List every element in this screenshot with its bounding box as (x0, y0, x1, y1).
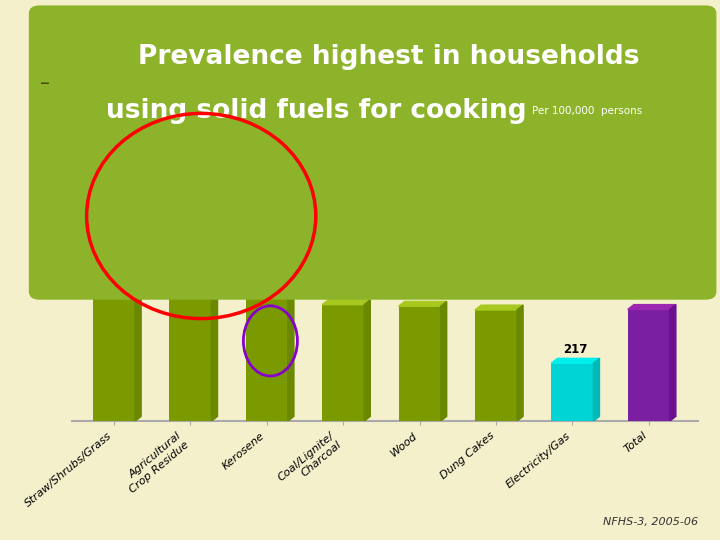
Text: –: – (40, 74, 50, 93)
Text: 560: 560 (258, 251, 282, 264)
Polygon shape (246, 267, 294, 272)
Text: 416: 416 (487, 289, 511, 302)
Polygon shape (441, 301, 446, 421)
Polygon shape (593, 359, 600, 421)
Text: using solid fuels for cooking: using solid fuels for cooking (107, 98, 527, 124)
Text: 418: 418 (639, 289, 664, 302)
Polygon shape (93, 169, 141, 174)
Bar (93, 174, 135, 421)
Bar (552, 363, 593, 421)
Polygon shape (322, 300, 370, 305)
Polygon shape (670, 305, 676, 421)
Polygon shape (628, 305, 676, 309)
Bar (169, 233, 212, 421)
Text: 924: 924 (104, 153, 130, 167)
Polygon shape (517, 305, 523, 421)
Polygon shape (169, 228, 217, 233)
Text: 217: 217 (563, 343, 588, 356)
Text: 430: 430 (410, 286, 435, 299)
Polygon shape (135, 169, 141, 421)
Bar (628, 309, 670, 421)
Bar (475, 310, 517, 421)
Bar (399, 306, 441, 421)
Polygon shape (552, 359, 600, 363)
Text: 703: 703 (181, 213, 206, 226)
Text: Prevalence highest in households: Prevalence highest in households (138, 44, 639, 70)
Polygon shape (399, 301, 446, 306)
Polygon shape (475, 305, 523, 310)
Text: 436: 436 (334, 284, 359, 297)
Text: Per 100,000  persons: Per 100,000 persons (531, 106, 642, 116)
Polygon shape (288, 267, 294, 421)
Polygon shape (212, 228, 217, 421)
Bar (246, 272, 288, 421)
Polygon shape (364, 300, 370, 421)
Text: NFHS-3, 2005-06: NFHS-3, 2005-06 (603, 516, 698, 526)
Bar (322, 305, 364, 421)
